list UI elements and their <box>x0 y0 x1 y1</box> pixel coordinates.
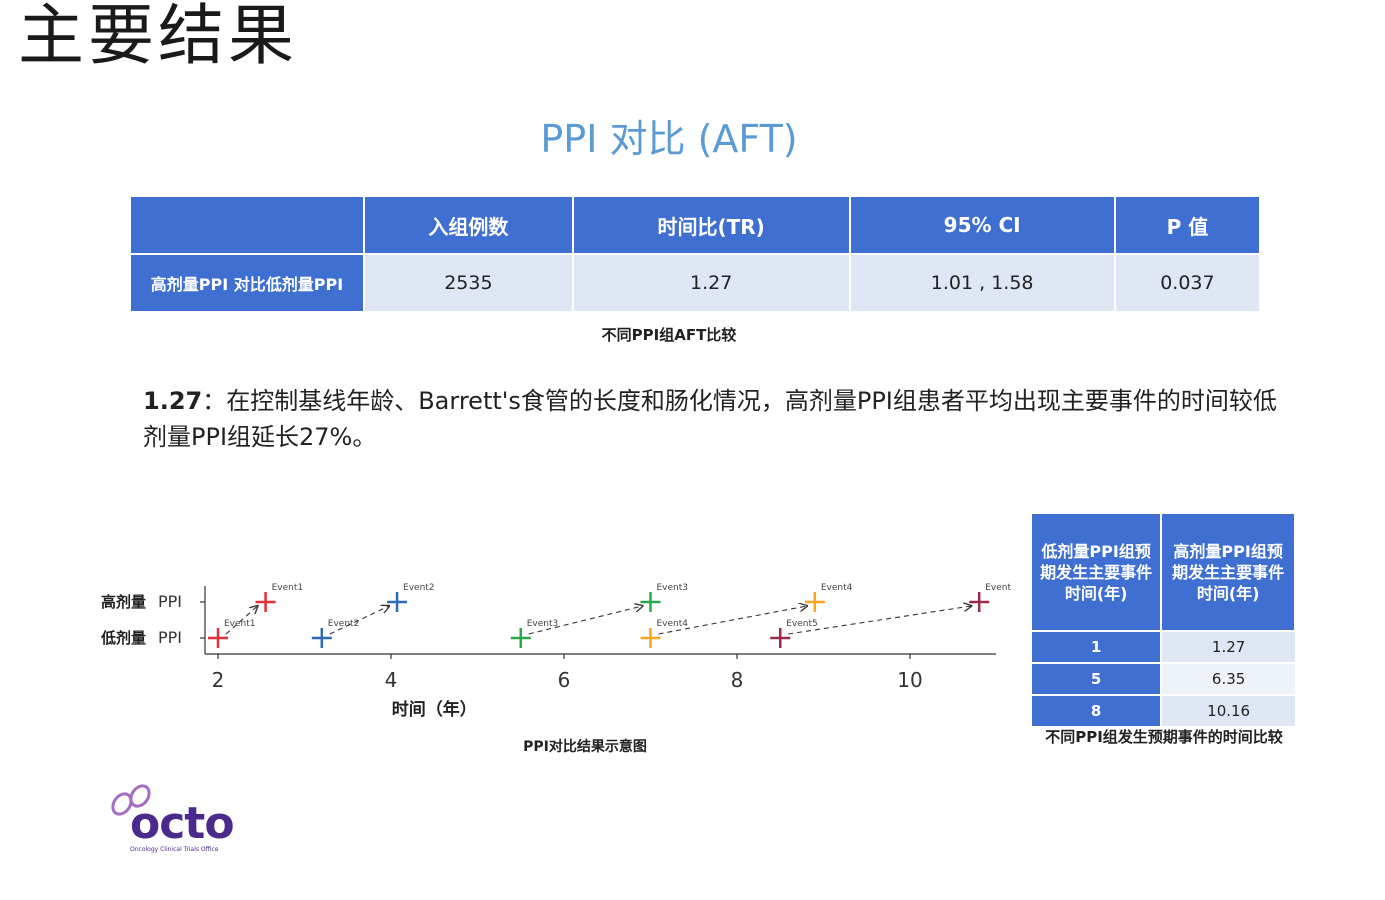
event-arrow <box>658 606 807 635</box>
logo-mark-icon <box>111 784 151 816</box>
description-text: ：在控制基线年龄、Barrett's食管的长度和肠化情况，高剂量PPI组患者平均… <box>143 387 1277 451</box>
highlight-value: 1.27 <box>143 387 203 415</box>
point-label: Event4 <box>821 583 853 593</box>
point-label: Event3 <box>657 583 689 593</box>
table-row: 5 6.35 <box>1032 662 1295 695</box>
cell-p-value: 0.037 <box>1114 253 1262 311</box>
table-header-row: 入组例数 时间比(TR) 95% CI P 值 <box>131 197 1262 254</box>
page-title: 主要结果 <box>18 0 298 74</box>
event-timeline-chart: 低剂量 PPI 高剂量 PPI 2 4 6 8 10 时间（年） Event1 Event1 Event… <box>100 583 1011 720</box>
side-cell-low: 5 <box>1032 662 1163 695</box>
y-category-label: 高剂量 <box>101 593 146 611</box>
x-tick-label: 10 <box>897 668 922 692</box>
y-category-suffix: PPI <box>158 592 182 611</box>
x-tick-label: 6 <box>558 668 571 692</box>
header-time-ratio: 时间比(TR) <box>572 197 851 254</box>
header-enrolled: 入组例数 <box>364 197 574 254</box>
logo-subtext: Oncology Clinical Trials Office <box>130 846 219 853</box>
y-category-label: 低剂量 <box>100 629 146 647</box>
x-tick-label: 2 <box>212 668 225 692</box>
point-label: Event4 <box>657 619 689 629</box>
point-label: Event5 <box>786 619 818 629</box>
octo-logo: octo Oncology Clinical Trials Office <box>104 782 254 862</box>
table-caption: 不同PPI组AFT比较 <box>601 326 737 344</box>
table-row: 高剂量PPI 对比低剂量PPI 2535 1.27 1.01 , 1.58 0.… <box>131 253 1262 311</box>
header-p-value: P 值 <box>1114 197 1262 254</box>
aft-results-table: 入组例数 时间比(TR) 95% CI P 值 高剂量PPI 对比低剂量PPI … <box>131 197 1262 311</box>
row-label: 高剂量PPI 对比低剂量PPI <box>131 253 365 311</box>
x-tick-label: 8 <box>731 668 744 692</box>
event-arrow <box>788 606 971 635</box>
chart-caption: PPI对比结果示意图 <box>523 739 647 755</box>
logo-text: octo <box>130 798 235 849</box>
side-cell-high: 6.35 <box>1161 662 1295 695</box>
side-cell-high: 1.27 <box>1161 630 1295 663</box>
point-label: Event3 <box>527 619 559 629</box>
cell-ci: 1.01 , 1.58 <box>849 253 1116 311</box>
result-description: 1.27：在控制基线年龄、Barrett's食管的长度和肠化情况，高剂量PPI组… <box>143 383 1283 455</box>
side-cell-low: 1 <box>1032 630 1163 663</box>
point-label: Event2 <box>403 583 435 593</box>
side-cell-low: 8 <box>1032 694 1163 726</box>
cell-time-ratio: 1.27 <box>572 253 851 311</box>
header-ci: 95% CI <box>849 197 1116 254</box>
side-header-row: 低剂量PPI组预期发生主要事件时间(年) 高剂量PPI组预期发生主要事件时间(年… <box>1032 514 1296 631</box>
x-axis-label: 时间（年） <box>392 699 477 720</box>
event-arrow <box>225 606 258 635</box>
table-corner-cell <box>131 197 365 254</box>
slide-subtitle: PPI 对比 (AFT) <box>540 117 798 161</box>
point-label: Event1 <box>272 583 304 593</box>
point-label: Event2 <box>328 619 360 629</box>
side-header-high: 高剂量PPI组预期发生主要事件时间(年) <box>1161 514 1296 631</box>
table-row: 8 10.16 <box>1032 694 1295 726</box>
side-cell-high: 10.16 <box>1161 694 1295 726</box>
table-row: 1 1.27 <box>1032 630 1295 663</box>
point-label: Event1 <box>224 619 256 629</box>
event-arrow <box>329 606 389 635</box>
side-header-low: 低剂量PPI组预期发生主要事件时间(年) <box>1032 514 1163 631</box>
x-tick-label: 4 <box>385 668 398 692</box>
point-label: Event <box>985 583 1011 593</box>
event-arrow <box>528 606 643 635</box>
y-category-suffix: PPI <box>158 628 182 647</box>
side-table-caption: 不同PPI组发生预期事件的时间比较 <box>1045 728 1283 746</box>
cell-enrolled: 2535 <box>364 253 574 311</box>
expected-time-table: 低剂量PPI组预期发生主要事件时间(年) 高剂量PPI组预期发生主要事件时间(年… <box>1032 514 1296 726</box>
